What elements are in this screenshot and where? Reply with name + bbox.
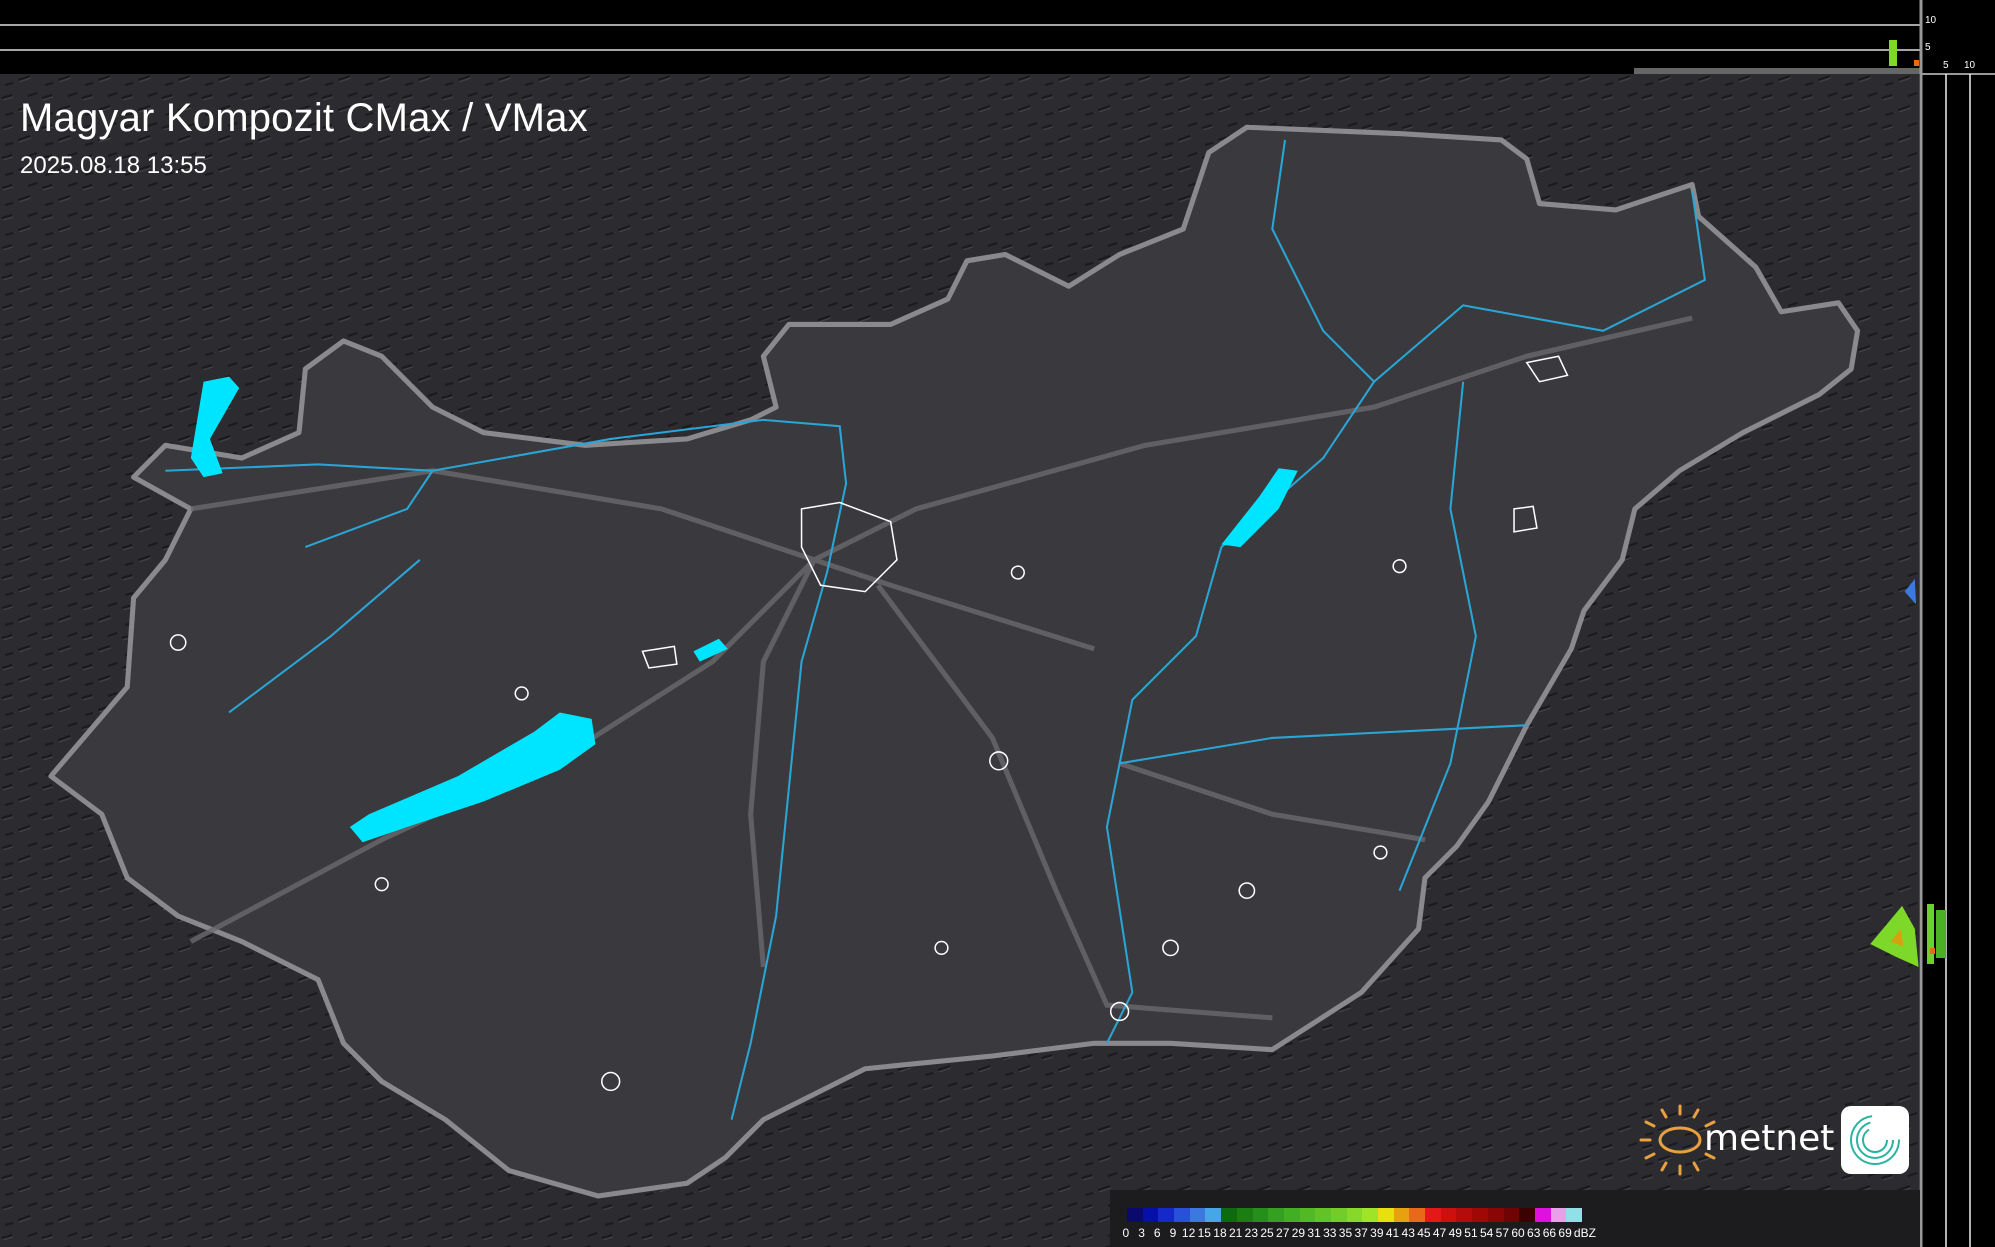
profile-tick-label: 5 [1943,60,1949,71]
legend-swatch [1268,1208,1284,1222]
legend-swatch [1205,1208,1222,1222]
legend-swatch [1393,1208,1410,1222]
legend-value: 37 [1354,1226,1368,1240]
legend-swatch [1550,1208,1567,1222]
legend-swatch [1378,1208,1394,1222]
legend-value: 41 [1385,1226,1400,1240]
legend-swatch [1472,1208,1488,1222]
legend-value: 31 [1307,1226,1321,1240]
legend-swatch [1362,1208,1378,1222]
legend-swatch [1127,1208,1143,1222]
map-timestamp: 2025.08.18 13:55 [20,152,207,179]
legend-swatch [1503,1208,1520,1222]
legend-value: 0 [1122,1226,1130,1240]
legend-swatch [1456,1208,1473,1222]
settlements [169,355,1569,1092]
legend-swatch [1440,1208,1457,1222]
legend-value: 63 [1527,1226,1541,1240]
legend-swatch [1566,1208,1582,1222]
top-profile-ground [1634,68,1921,74]
legend-swatch [1189,1208,1206,1222]
dbz-color-legend: 0 3 6 9 12 15 18 21 23 25 27 29 31 33 35 37 39 41 43 45 47 49… [1110,1190,1920,1247]
legend-swatch [1346,1208,1363,1222]
legend-value: 57 [1495,1226,1510,1240]
legend-swatch [1142,1208,1159,1222]
metnet-logo: metnet [1638,1104,1913,1181]
legend-value: 51 [1464,1226,1478,1240]
radar-echo [1890,928,1904,947]
lakes [190,376,1298,843]
legend-value: 66 [1542,1226,1557,1240]
legend-swatch [1283,1208,1300,1222]
legend-value: 60 [1511,1226,1525,1240]
radar-echo [1870,905,1919,967]
legend-value: 39 [1370,1226,1384,1240]
legend-swatch [1315,1208,1331,1222]
legend-swatch [1236,1208,1253,1222]
legend-swatch [1534,1208,1551,1222]
legend-swatch [1299,1208,1316,1222]
legend-swatch [1221,1208,1237,1222]
legend-value: 54 [1479,1226,1494,1240]
legend-swatch [1425,1208,1441,1222]
legend-swatch [1409,1208,1426,1222]
legend-value: 23 [1244,1226,1259,1240]
right-profile-echo [1930,948,1935,954]
legend-value: 27 [1276,1226,1290,1240]
legend-value: 18 [1213,1226,1227,1240]
radar-echo [1904,578,1917,605]
legend-swatches [1127,1208,1582,1222]
profile-tick-label: 5 [1925,42,1931,53]
map-title: Magyar Kompozit CMax / VMax [20,96,588,140]
top-profile-panel [0,0,1922,74]
legend-swatch [1487,1208,1504,1222]
legend-swatch [1519,1208,1535,1222]
profile-tick-label: 10 [1925,15,1937,26]
legend-value: 49 [1448,1226,1462,1240]
top-profile-echo [1914,60,1919,66]
legend-value: 15 [1197,1226,1211,1240]
legend-value: 6 [1153,1226,1161,1240]
legend-value: 35 [1338,1226,1353,1240]
lake-velence [693,638,728,662]
legend-value: 47 [1432,1226,1447,1240]
top-profile-echo [1889,40,1897,66]
legend-value: 29 [1291,1226,1306,1240]
right-profile-echo [1936,910,1946,958]
profile-tick-label: 10 [1964,60,1976,71]
legend-value: 12 [1181,1226,1196,1240]
legend-labels: 0 3 6 9 12 15 18 21 23 25 27 29 31 33 35 37 39 41 43 45 47 49… [1118,1226,1597,1240]
legend-swatch [1252,1208,1269,1222]
right-profile-panel [1922,74,1995,1247]
legend-swatch [1174,1208,1190,1222]
legend-value: 21 [1228,1226,1243,1240]
legend-value: 3 [1138,1226,1145,1240]
lake-tisza [1221,468,1298,548]
logo-text: metnet [1704,1118,1834,1159]
sun-icon [1639,1104,1716,1176]
legend-value: 9 [1169,1226,1177,1240]
legend-value: 33 [1323,1226,1337,1240]
legend-value: 69 [1558,1226,1572,1240]
right-profile-echo [1927,904,1934,964]
legend-value: 25 [1260,1226,1274,1240]
lake-ferto [190,376,240,478]
lake-balaton [349,712,596,843]
legend-swatch [1330,1208,1347,1222]
legend-swatch [1158,1208,1175,1222]
legend-unit: dBZ [1573,1226,1596,1240]
legend-value: 43 [1401,1226,1415,1240]
legend-value: 45 [1417,1226,1431,1240]
